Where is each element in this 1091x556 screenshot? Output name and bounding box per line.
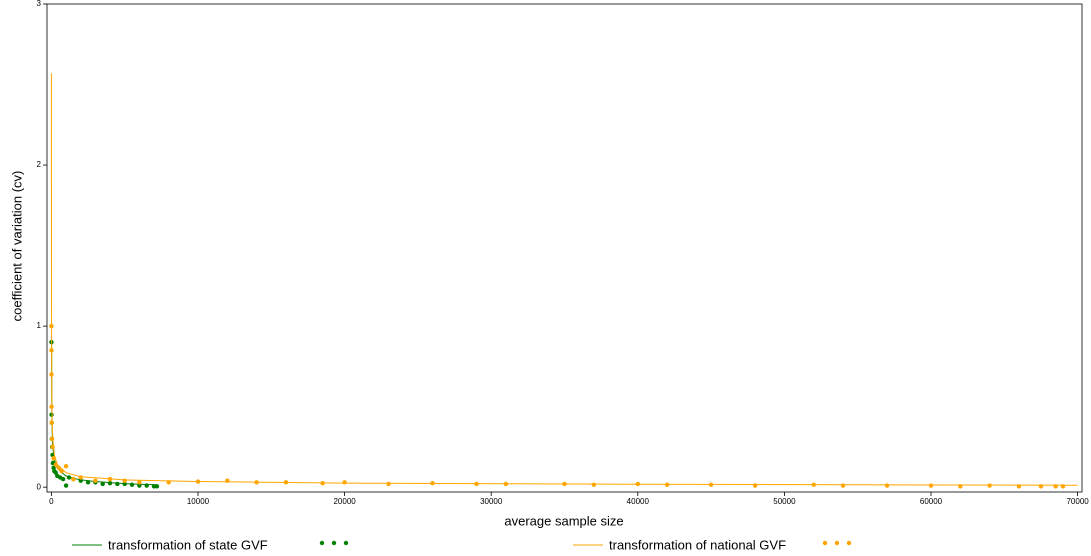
data-point — [122, 478, 127, 483]
legend-label: transformation of state GVF — [108, 537, 268, 552]
data-point — [56, 465, 61, 471]
data-point — [1053, 484, 1058, 489]
data-point — [386, 481, 391, 487]
data-point — [283, 480, 289, 485]
x-tick-label: 60000 — [920, 497, 943, 506]
x-tick-label: 50000 — [773, 497, 796, 506]
data-point — [50, 444, 55, 450]
data-point — [1060, 484, 1066, 489]
data-point — [635, 481, 641, 487]
data-point — [66, 475, 72, 480]
data-point — [129, 482, 135, 487]
legend-dot — [319, 540, 325, 546]
y-tick-label: 2 — [37, 160, 42, 169]
data-point — [752, 483, 758, 488]
x-tick-label: 0 — [49, 497, 54, 506]
x-tick-label: 20000 — [333, 497, 356, 506]
x-tick-label: 30000 — [480, 497, 503, 506]
data-point — [49, 372, 54, 377]
legend-dot — [331, 540, 337, 546]
series-line — [51, 342, 157, 486]
data-point — [100, 481, 105, 487]
data-point — [664, 482, 670, 487]
data-point — [49, 323, 54, 329]
plot-frame — [46, 3, 1083, 493]
data-point — [85, 480, 91, 485]
legend-dot — [834, 540, 840, 546]
data-point — [137, 483, 142, 488]
x-axis-title: average sample size — [504, 513, 623, 528]
legend-label: transformation of national GVF — [609, 537, 786, 552]
data-point — [53, 462, 58, 467]
legend-dot — [822, 540, 828, 546]
data-point — [1016, 484, 1022, 489]
data-point — [60, 476, 66, 482]
data-point — [49, 348, 54, 353]
data-point — [1038, 484, 1044, 489]
data-point — [591, 482, 597, 487]
legend-dot — [343, 540, 349, 546]
data-point — [474, 481, 479, 487]
data-point — [884, 483, 890, 488]
y-tick-label: 0 — [37, 482, 42, 491]
y-axis-title: coefficient of variation (cv) — [9, 171, 24, 322]
data-point — [107, 476, 113, 482]
data-point — [342, 480, 347, 485]
x-tick-label: 10000 — [187, 497, 210, 506]
data-point — [49, 420, 54, 425]
data-point — [430, 480, 435, 486]
y-tick-label: 1 — [37, 321, 42, 330]
data-point — [154, 484, 160, 489]
data-point — [928, 483, 934, 488]
legend-dot — [846, 540, 852, 546]
data-point — [144, 483, 149, 488]
data-point — [840, 483, 846, 488]
data-point — [811, 482, 816, 487]
data-point — [987, 483, 992, 488]
data-point — [708, 482, 714, 487]
data-point — [63, 464, 69, 469]
data-point — [59, 468, 64, 474]
x-tick-label: 70000 — [1066, 497, 1089, 506]
data-point — [254, 480, 259, 485]
data-point — [49, 436, 55, 442]
data-point — [107, 480, 113, 486]
data-point — [49, 404, 54, 409]
data-point — [562, 481, 567, 487]
data-point — [115, 481, 120, 487]
data-point — [78, 478, 83, 483]
data-point — [503, 481, 509, 487]
data-point — [225, 478, 230, 483]
data-point — [51, 455, 56, 461]
y-tick-label: 3 — [37, 0, 42, 8]
data-point — [958, 484, 963, 489]
data-point — [166, 480, 171, 485]
data-point — [71, 476, 76, 482]
data-point — [122, 481, 127, 487]
data-point — [137, 480, 142, 485]
data-point — [49, 412, 54, 417]
data-point — [63, 483, 69, 488]
data-point — [78, 475, 83, 480]
data-point — [195, 479, 201, 484]
data-point — [320, 480, 325, 486]
data-point — [93, 478, 98, 483]
x-tick-label: 40000 — [627, 497, 650, 506]
series-line — [50, 73, 1078, 486]
